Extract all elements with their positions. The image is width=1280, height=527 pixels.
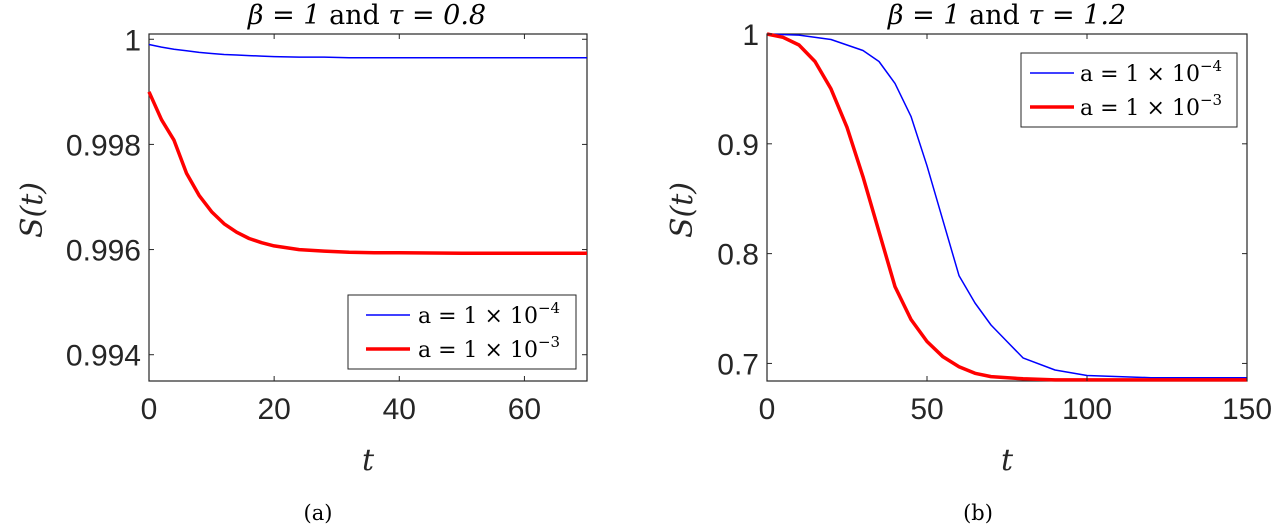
chart-b-y-tick-label: 0.8	[717, 239, 759, 272]
chart-a-y-tick-label: 0.994	[66, 340, 141, 373]
chart-b-y-tick-label: 1	[742, 19, 759, 52]
chart-b-y-axis-label: S(t)	[665, 182, 700, 238]
chart-a-y-axis-label: S(t)	[15, 182, 50, 238]
chart-a-y-tick-label: 1	[124, 24, 141, 57]
chart-b-y-tick-label: 0.9	[717, 129, 759, 162]
chart-b-title: β = 1 and τ = 1.2	[887, 0, 1126, 31]
chart-a-title: β = 1 and τ = 0.8	[247, 0, 486, 31]
chart-b-x-tick-label: 150	[1222, 393, 1272, 426]
chart-b-plot-frame	[766, 33, 1248, 382]
chart-a-y-tick-label: 0.998	[66, 129, 141, 162]
chart-b-x-tick-label: 100	[1062, 393, 1112, 426]
panel-a: β = 1 and τ = 0.8 0 20 40 60 0.9940.9960.99…	[15, 0, 588, 525]
chart-a-x-tick-label: 40	[383, 393, 416, 426]
chart-a-y-tick-label: 0.996	[66, 235, 141, 268]
chart-a-y-ticks: 0.994 0.996 0.998 1	[66, 24, 587, 373]
chart-a-series-group	[147, 43, 587, 255]
chart-b-x-axis-label: t	[1001, 443, 1014, 478]
chart-a-legend: a = 1 × 10−4 a = 1 × 10−3	[347, 294, 577, 370]
chart-a-legend-label-blue: a = 1 × 10−4	[418, 299, 560, 329]
chart-b-x-ticks: 0 50 100 150	[759, 34, 1272, 426]
chart-b-y-ticks: 0.7 0.8 0.9 1	[717, 19, 1247, 381]
chart-a-plot-frame	[148, 33, 588, 382]
chart-b-x-tick-label: 0	[759, 393, 776, 426]
chart-b-series-group	[766, 32, 1247, 382]
chart-b-series-line-1	[766, 33, 1247, 379]
chart-b-legend: a = 1 × 10−4 a = 1 × 10−3	[1020, 52, 1238, 128]
chart-b-x-tick-label: 50	[910, 393, 943, 426]
chart-a-x-tick-label: 60	[508, 393, 541, 426]
chart-b-caption: (b)	[963, 501, 993, 525]
chart-a-caption: (a)	[304, 501, 333, 525]
chart-b-legend-label-blue: a = 1 × 10−4	[1080, 57, 1222, 87]
chart-b-y-tick-label: 0.7	[717, 348, 759, 381]
chart-b-legend-label-red: a = 1 × 10−3	[1080, 91, 1222, 121]
chart-a-x-axis-label: t	[362, 443, 375, 478]
chart-a-series-line-2	[147, 91, 587, 255]
chart-a-x-tick-label: 0	[141, 393, 158, 426]
panel-b: β = 1 and τ = 1.2 0 50 100 150 0.7 0.8 0.9 1 t…	[665, 0, 1272, 525]
chart-a-legend-box	[347, 294, 577, 370]
chart-b-series-line-2	[766, 32, 1247, 382]
chart-a-series-line-1	[148, 43, 587, 59]
chart-a-x-ticks: 0 20 40 60	[141, 34, 541, 426]
chart-a-legend-label-red: a = 1 × 10−3	[418, 333, 560, 363]
chart-a-x-tick-label: 20	[257, 393, 290, 426]
chart-b-legend-box	[1020, 52, 1238, 128]
